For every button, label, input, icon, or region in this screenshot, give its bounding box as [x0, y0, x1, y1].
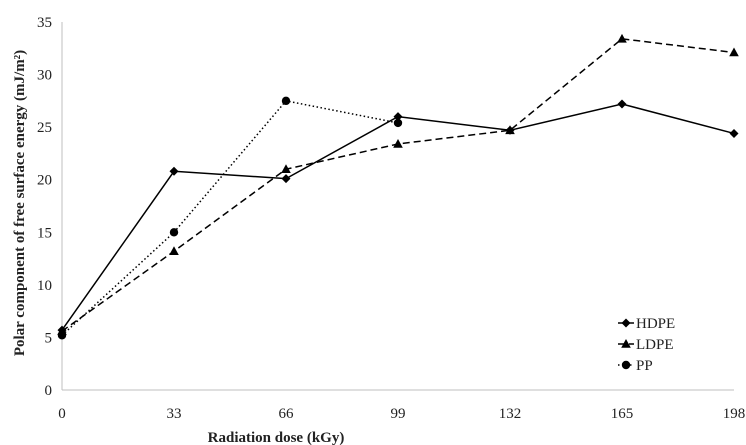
- legend-item-ldpe: LDPE: [618, 337, 674, 353]
- pp-data-point: [281, 96, 291, 106]
- y-tick-label: 0: [45, 383, 53, 399]
- legend-marker: [621, 318, 631, 328]
- x-axis-title: Radiation dose (kGy): [208, 430, 345, 445]
- hdpe-data-point: [393, 112, 403, 122]
- ldpe-data-point: [505, 125, 515, 135]
- legend-item-hdpe: HDPE: [618, 316, 675, 332]
- ldpe-data-point: [393, 138, 403, 148]
- y-tick-label: 10: [37, 278, 52, 294]
- hdpe-data-point: [169, 166, 179, 176]
- series-layer: [57, 33, 739, 340]
- x-tick-label: 198: [723, 406, 746, 422]
- legend-label: HDPE: [636, 316, 675, 332]
- legend-label: PP: [636, 358, 653, 374]
- hdpe-data-point: [729, 128, 739, 138]
- y-tick-label: 25: [37, 120, 52, 136]
- ldpe-data-point: [729, 47, 739, 57]
- series-ldpe: [57, 33, 739, 335]
- legend-item-pp: PP: [618, 358, 653, 374]
- series-hdpe: [57, 99, 739, 335]
- series-pp: [57, 96, 403, 340]
- x-tick-label: 165: [611, 406, 634, 422]
- pp-series-line: [61, 100, 399, 336]
- ldpe-data-point: [281, 164, 291, 173]
- pp-data-point: [393, 118, 403, 128]
- y-tick-label: 30: [37, 68, 52, 84]
- hdpe-series-line: [61, 103, 735, 331]
- axes: [61, 22, 734, 391]
- y-tick-label: 35: [37, 15, 52, 31]
- ldpe-data-point: [617, 33, 627, 43]
- y-tick-labels: 0 5 10 15 20 25 30 35: [37, 15, 52, 399]
- pp-data-point: [57, 331, 67, 340]
- x-tick-label: 33: [167, 406, 182, 422]
- pp-data-point: [169, 228, 179, 237]
- x-tick-label: 132: [499, 406, 522, 422]
- x-tick-label: 66: [279, 406, 295, 422]
- legend: HDPE LDPE PP: [618, 316, 675, 374]
- legend-marker: [621, 339, 631, 348]
- hdpe-data-point: [617, 99, 627, 109]
- y-axis-title: Polar component of free surface energy (…: [12, 50, 28, 356]
- hdpe-data-point: [281, 174, 291, 184]
- x-tick-labels: 0 33 66 99 132 165 198: [58, 406, 745, 422]
- ldpe-data-point: [169, 246, 179, 256]
- y-tick-label: 20: [37, 173, 52, 189]
- y-tick-label: 5: [45, 330, 53, 346]
- x-tick-label: 99: [391, 406, 406, 422]
- legend-marker: [621, 360, 631, 370]
- ldpe-series-line: [61, 38, 735, 332]
- legend-label: LDPE: [636, 337, 674, 353]
- x-tick-label: 0: [58, 406, 66, 422]
- y-tick-label: 15: [37, 225, 52, 241]
